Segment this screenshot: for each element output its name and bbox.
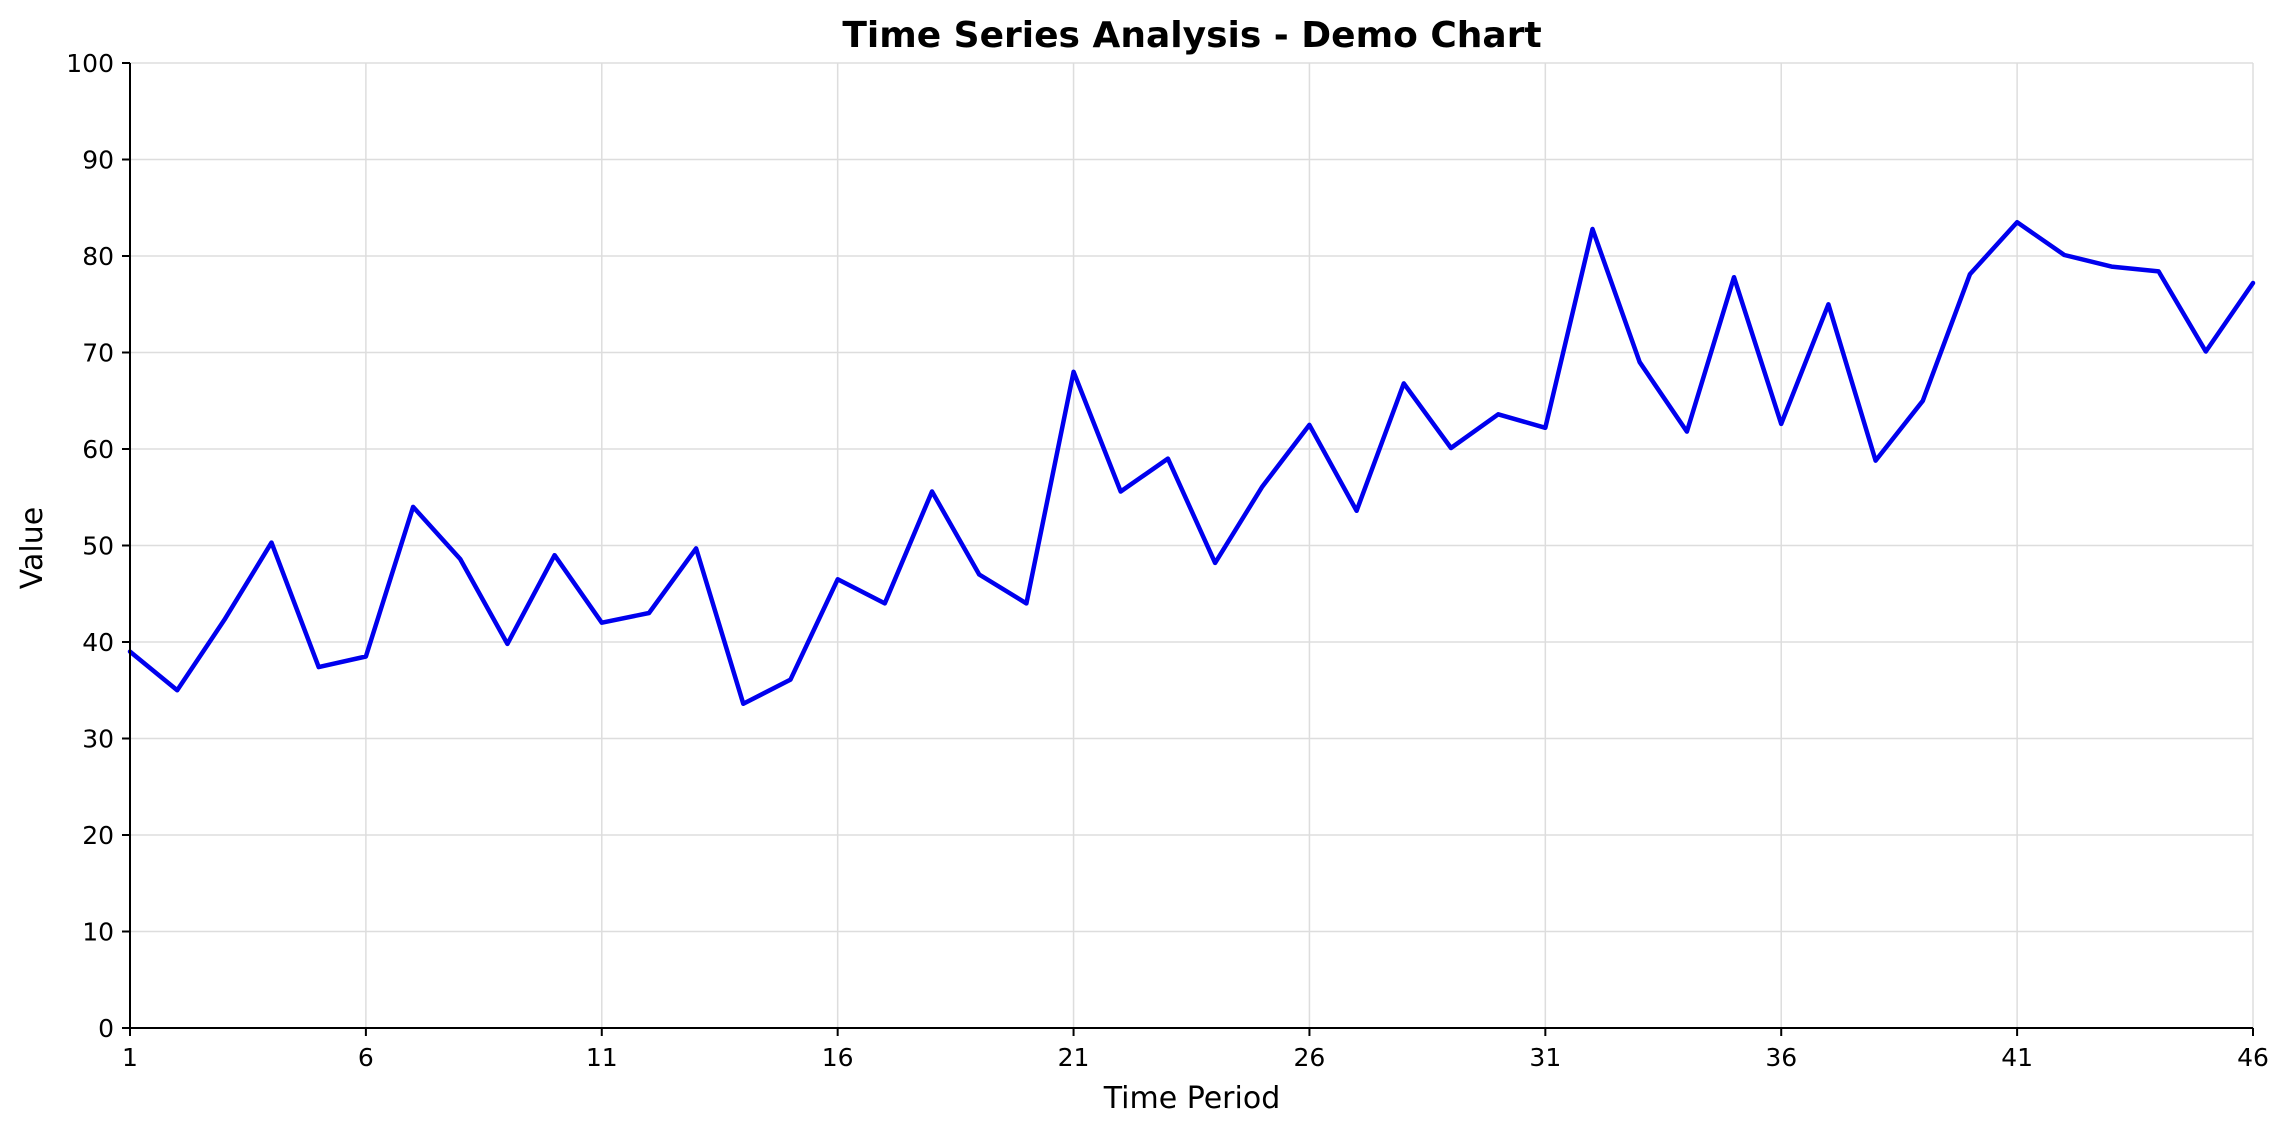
y-axis-label: Value	[15, 507, 50, 589]
x-axis-label: Time Period	[1103, 1081, 1281, 1116]
y-tick-label: 70	[82, 339, 114, 368]
x-tick-label: 11	[586, 1043, 618, 1072]
x-ticks: 1 6 11 16 21 26 31 36 41 46	[122, 1028, 2269, 1072]
y-tick-label: 80	[82, 242, 114, 271]
x-tick-label: 6	[358, 1043, 374, 1072]
x-tick-label: 21	[1058, 1043, 1090, 1072]
y-ticks: 0 10 20 30 40 50 60 70 80 90 100	[66, 49, 130, 1043]
y-tick-label: 10	[82, 918, 114, 947]
x-tick-label: 36	[1765, 1043, 1797, 1072]
x-tick-label: 26	[1294, 1043, 1326, 1072]
x-tick-label: 31	[1529, 1043, 1561, 1072]
y-tick-label: 60	[82, 435, 114, 464]
y-tick-label: 50	[82, 532, 114, 561]
y-tick-label: 40	[82, 628, 114, 657]
y-tick-label: 30	[82, 725, 114, 754]
series-layer	[127, 219, 2256, 707]
series-line	[127, 219, 2256, 707]
y-tick-label: 100	[66, 49, 114, 78]
x-tick-label: 1	[122, 1043, 138, 1072]
x-tick-label: 16	[822, 1043, 854, 1072]
y-tick-label: 0	[98, 1014, 114, 1043]
y-tick-label: 20	[82, 821, 114, 850]
y-tick-label: 90	[82, 146, 114, 175]
x-tick-label: 46	[2237, 1043, 2269, 1072]
x-tick-label: 41	[2001, 1043, 2033, 1072]
chart-title: Time Series Analysis - Demo Chart	[842, 15, 1541, 56]
